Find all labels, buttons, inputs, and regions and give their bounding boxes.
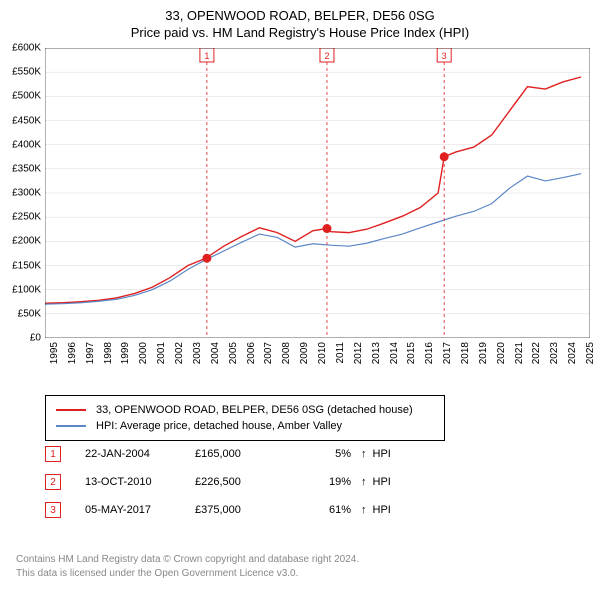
y-tick-label: £0 <box>30 333 41 344</box>
title-subtitle: Price paid vs. HM Land Registry's House … <box>0 25 600 40</box>
sale-diff: 19% <box>295 476 355 488</box>
sale-diff: 5% <box>295 448 355 460</box>
y-axis: £0£50K£100K£150K£200K£250K£300K£350K£400… <box>0 48 45 338</box>
y-tick-label: £50K <box>18 308 41 319</box>
sale-number-box: 2 <box>45 474 61 490</box>
x-tick-label: 2022 <box>531 342 542 364</box>
footer-attribution: Contains HM Land Registry data © Crown c… <box>16 553 359 580</box>
x-tick-label: 2021 <box>514 342 525 364</box>
x-tick-label: 2007 <box>263 342 274 364</box>
sale-row: 2 13-OCT-2010 £226,500 19% ↑ HPI <box>45 468 423 496</box>
y-tick-label: £200K <box>12 236 41 247</box>
svg-text:2: 2 <box>324 51 329 61</box>
x-tick-label: 2008 <box>281 342 292 364</box>
y-tick-label: £550K <box>12 67 41 78</box>
x-tick-label: 2005 <box>228 342 239 364</box>
sale-row: 1 22-JAN-2004 £165,000 5% ↑ HPI <box>45 440 423 468</box>
y-tick-label: £250K <box>12 212 41 223</box>
x-tick-label: 1999 <box>120 342 131 364</box>
x-tick-label: 2019 <box>478 342 489 364</box>
arrow-up-icon: ↑ <box>355 504 373 516</box>
legend: 33, OPENWOOD ROAD, BELPER, DE56 0SG (det… <box>45 395 445 441</box>
x-tick-label: 2017 <box>442 342 453 364</box>
sale-date: 22-JAN-2004 <box>85 448 195 460</box>
legend-item: HPI: Average price, detached house, Ambe… <box>56 418 434 434</box>
sale-date: 13-OCT-2010 <box>85 476 195 488</box>
x-tick-label: 2006 <box>246 342 257 364</box>
x-tick-label: 2023 <box>549 342 560 364</box>
x-tick-label: 2014 <box>389 342 400 364</box>
x-tick-label: 2020 <box>496 342 507 364</box>
x-tick-label: 2012 <box>353 342 364 364</box>
y-tick-label: £500K <box>12 91 41 102</box>
chart-container: 33, OPENWOOD ROAD, BELPER, DE56 0SG Pric… <box>0 0 600 590</box>
sale-hpi-label: HPI <box>373 504 423 516</box>
title-address: 33, OPENWOOD ROAD, BELPER, DE56 0SG <box>0 8 600 23</box>
x-tick-label: 2002 <box>174 342 185 364</box>
sale-number-box: 1 <box>45 446 61 462</box>
x-tick-label: 2016 <box>424 342 435 364</box>
x-tick-label: 2003 <box>192 342 203 364</box>
sale-price: £375,000 <box>195 504 295 516</box>
x-tick-label: 2024 <box>567 342 578 364</box>
x-tick-label: 2004 <box>210 342 221 364</box>
sales-table: 1 22-JAN-2004 £165,000 5% ↑ HPI 2 13-OCT… <box>45 440 423 524</box>
y-tick-label: £150K <box>12 260 41 271</box>
y-tick-label: £400K <box>12 139 41 150</box>
x-tick-label: 1996 <box>67 342 78 364</box>
footer-line: This data is licensed under the Open Gov… <box>16 567 359 581</box>
y-tick-label: £450K <box>12 115 41 126</box>
legend-swatch <box>56 425 86 427</box>
x-tick-label: 2015 <box>406 342 417 364</box>
legend-item: 33, OPENWOOD ROAD, BELPER, DE56 0SG (det… <box>56 402 434 418</box>
x-tick-label: 2010 <box>317 342 328 364</box>
x-tick-label: 1998 <box>103 342 114 364</box>
plot-area: 1 2 3 <box>45 48 590 338</box>
arrow-up-icon: ↑ <box>355 476 373 488</box>
sale-number-box: 3 <box>45 502 61 518</box>
legend-label: HPI: Average price, detached house, Ambe… <box>96 420 342 432</box>
legend-swatch <box>56 409 86 411</box>
svg-text:3: 3 <box>442 51 447 61</box>
title-block: 33, OPENWOOD ROAD, BELPER, DE56 0SG Pric… <box>0 0 600 40</box>
x-tick-label: 2011 <box>335 342 346 364</box>
y-tick-label: £300K <box>12 188 41 199</box>
y-tick-label: £350K <box>12 163 41 174</box>
sale-price: £165,000 <box>195 448 295 460</box>
x-tick-label: 2001 <box>156 342 167 364</box>
x-tick-label: 2018 <box>460 342 471 364</box>
chart-svg: 1 2 3 <box>45 48 590 338</box>
sale-diff: 61% <box>295 504 355 516</box>
x-tick-label: 2009 <box>299 342 310 364</box>
y-tick-label: £600K <box>12 43 41 54</box>
x-tick-label: 1997 <box>85 342 96 364</box>
x-axis: 1995 1996 1997 1998 1999 2000 2001 2002 2003 2004… <box>45 338 590 378</box>
sale-hpi-label: HPI <box>373 476 423 488</box>
sale-price: £226,500 <box>195 476 295 488</box>
y-tick-label: £100K <box>12 284 41 295</box>
x-tick-label: 2013 <box>371 342 382 364</box>
arrow-up-icon: ↑ <box>355 448 373 460</box>
x-tick-label: 2025 <box>585 342 596 364</box>
legend-label: 33, OPENWOOD ROAD, BELPER, DE56 0SG (det… <box>96 404 413 416</box>
sale-date: 05-MAY-2017 <box>85 504 195 516</box>
sale-hpi-label: HPI <box>373 448 423 460</box>
footer-line: Contains HM Land Registry data © Crown c… <box>16 553 359 567</box>
x-tick-label: 1995 <box>49 342 60 364</box>
x-tick-label: 2000 <box>138 342 149 364</box>
sale-row: 3 05-MAY-2017 £375,000 61% ↑ HPI <box>45 496 423 524</box>
svg-text:1: 1 <box>204 51 209 61</box>
